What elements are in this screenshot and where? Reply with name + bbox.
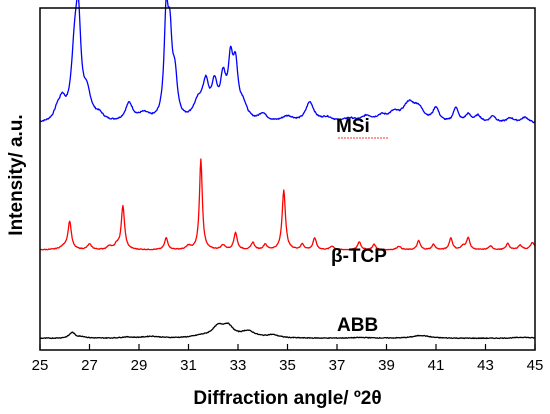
x-tick-label: 25: [32, 357, 49, 374]
plot-frame: [39, 7, 536, 351]
y-axis-title: Intensity/ a.u.: [6, 114, 27, 235]
x-tick-label: 33: [230, 357, 247, 374]
plot-series: [39, 0, 536, 340]
x-tick-label: 37: [329, 357, 346, 374]
x-tick-label: 39: [378, 357, 395, 374]
series-line-abb: [39, 322, 536, 340]
x-tick-label: 27: [81, 357, 98, 374]
series-line-msi: [39, 0, 536, 124]
x-tick-label: 45: [527, 357, 544, 374]
x-axis-ticks: 25 27 29 31 33 35 37 39 41 43 45: [32, 344, 544, 374]
x-tick-label: 31: [180, 357, 197, 374]
series-label-abb: ABB: [337, 315, 378, 336]
x-axis-title: Diffraction angle/ º2θ: [193, 388, 381, 409]
x-tick-label: 29: [131, 357, 148, 374]
series-line--tcp: [39, 158, 536, 251]
x-tick-label: 43: [477, 357, 494, 374]
series-label-msi: MSi: [336, 116, 370, 137]
x-tick-label: 41: [428, 357, 445, 374]
x-tick-label: 35: [279, 357, 296, 374]
series-label-beta-tcp: β-TCP: [331, 246, 387, 267]
